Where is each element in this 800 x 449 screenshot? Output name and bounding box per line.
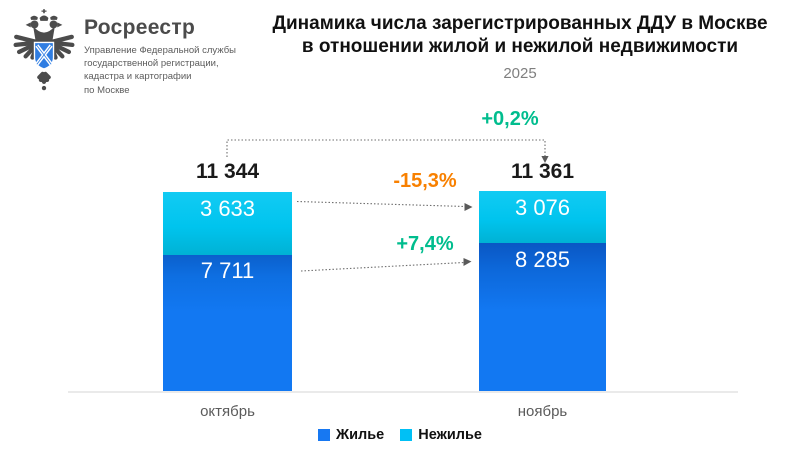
value-october-nonresidential: 3 633 (199, 196, 256, 221)
value-october-residential: 7 711 (200, 258, 255, 283)
category-label-october: октябрь (200, 403, 255, 420)
nonresidential-change-label: -15,3% (393, 170, 457, 192)
nonresidential-change-arrowhead-icon (464, 203, 473, 211)
bar-october-nonresidential (163, 192, 292, 255)
bar-october-residential (163, 255, 292, 391)
bar-november-nonresidential (479, 191, 606, 243)
logo-subtitle-line-2: государственной регистрации, (84, 58, 219, 70)
nonresidential-swatch-icon (400, 429, 413, 441)
chart-legend: Жилье Нежилье (0, 427, 800, 443)
chart-title-block: Динамика числа зарегистрированных ДДУ в … (240, 12, 800, 82)
logo-org-name: Росреестр (84, 16, 196, 39)
bar-november-residential (479, 243, 606, 391)
rosreestr-eagle-logo (13, 9, 75, 91)
total-change-label: +0,2% (481, 108, 539, 130)
logo-subtitle-line-4: по Москве (84, 84, 130, 96)
shield-icon (33, 41, 55, 70)
chart-year-subtitle: 2025 (503, 65, 537, 82)
legend-item-nonresidential: Нежилье (400, 427, 482, 443)
total-november-label: 11 361 (510, 160, 575, 183)
x-axis-line (68, 391, 738, 393)
nonresidential-change-connector (296, 200, 466, 208)
legend-label-residential: Жилье (336, 427, 385, 443)
residential-swatch-icon (318, 429, 331, 441)
value-november-nonresidential: 3 076 (514, 195, 571, 220)
value-november-residential: 8 285 (514, 247, 571, 272)
category-label-november: ноябрь (517, 403, 568, 420)
residential-change-arrowhead-icon (463, 258, 472, 266)
residential-change-connector (300, 261, 465, 272)
chart-title-line-2: в отношении жилой и нежилой недвижимости (301, 36, 739, 57)
total-change-connector (226, 139, 546, 157)
legend-label-nonresidential: Нежилье (418, 427, 482, 443)
logo-org-subtitle: Управление Федеральной службы государств… (84, 44, 236, 97)
chart-title-line-1: Динамика числа зарегистрированных ДДУ в … (272, 13, 768, 34)
logo-subtitle-line-1: Управление Федеральной службы (84, 45, 236, 56)
logo-subtitle-line-3: кадастра и картографии (84, 71, 192, 83)
legend-item-residential: Жилье (318, 427, 384, 443)
total-october-label: 11 344 (195, 160, 260, 183)
residential-change-label: +7,4% (396, 233, 454, 255)
